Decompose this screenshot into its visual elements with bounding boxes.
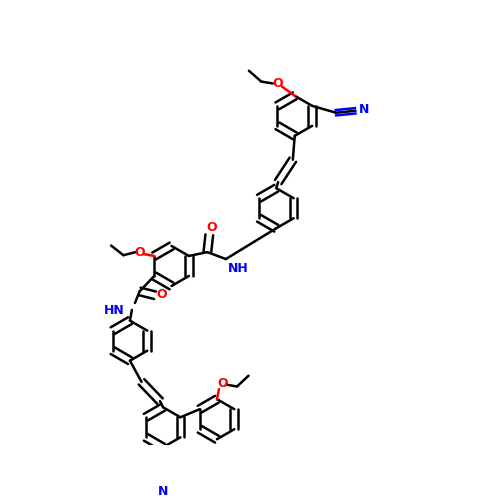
Text: N: N — [158, 486, 168, 498]
Text: N: N — [358, 103, 369, 116]
Text: O: O — [134, 246, 145, 258]
Text: O: O — [218, 378, 228, 390]
Text: NH: NH — [228, 262, 248, 275]
Text: O: O — [272, 77, 282, 90]
Text: HN: HN — [104, 304, 125, 317]
Text: O: O — [206, 222, 216, 234]
Text: O: O — [156, 288, 167, 301]
